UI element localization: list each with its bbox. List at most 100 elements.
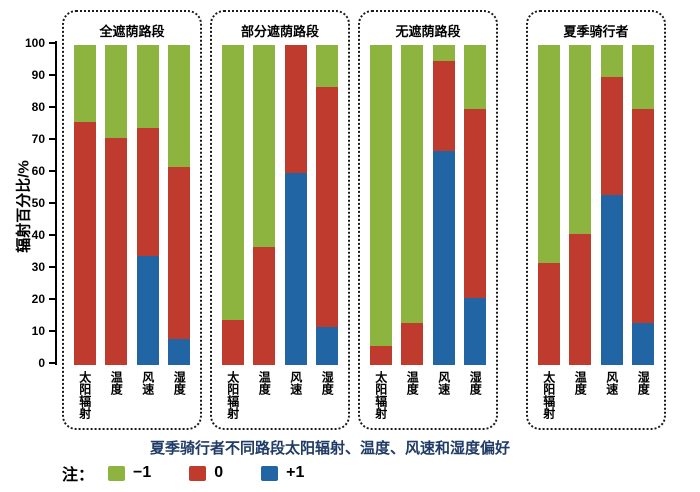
group-title: 全遮荫路段	[99, 24, 165, 39]
stacked-bar	[136, 45, 159, 365]
stacked-bar	[316, 45, 339, 365]
bar-segment-zero	[369, 345, 392, 365]
bar-category-label: 湿度	[464, 371, 486, 419]
bar-category-text: 湿度	[172, 371, 187, 395]
bar-category-label: 太阳辐射	[370, 371, 392, 419]
bar-category-text: 湿度	[636, 371, 651, 395]
bar-segment-zero	[136, 128, 159, 257]
y-tick-label: 30	[31, 260, 45, 274]
legend: 注： −1 0 +1	[62, 461, 342, 485]
stacked-bar	[105, 45, 128, 365]
stacked-bar	[253, 45, 276, 365]
bar-category-label: 风速	[433, 371, 455, 419]
y-tick-label: 70	[31, 132, 45, 146]
bar-category-text: 太阳辐射	[77, 371, 92, 419]
bar-segment-zero	[464, 109, 487, 298]
y-tick-label: 80	[31, 100, 45, 114]
bar-category-text: 风速	[436, 371, 451, 395]
legend-label: +1	[286, 464, 305, 481]
bar-segment-plus1	[284, 173, 307, 365]
y-tick-mark	[49, 202, 55, 204]
legend-swatch	[261, 465, 279, 481]
group-box: 夏季骑行者 太阳辐射 温度 风速 湿度	[526, 10, 666, 430]
bar-segment-minus1	[73, 45, 96, 122]
bar-segment-zero	[253, 246, 276, 365]
bar-category-text: 湿度	[468, 371, 483, 395]
bar-segment-minus1	[600, 45, 623, 78]
legend-prefix: 注：	[62, 467, 95, 484]
bar-category-label: 温度	[253, 371, 275, 419]
y-tick-label: 60	[31, 164, 45, 178]
bar-category-text: 风速	[140, 371, 155, 395]
bars-row	[217, 45, 343, 365]
bar-segment-zero	[632, 109, 655, 324]
bar-category-text: 太阳辐射	[373, 371, 388, 419]
stacked-bar	[537, 45, 560, 365]
bar-category-label: 风速	[285, 371, 307, 419]
stacked-bar	[432, 45, 455, 365]
stacked-bar	[168, 45, 191, 365]
bar-segment-minus1	[401, 45, 424, 324]
bar-category-text: 温度	[257, 371, 272, 395]
y-tick-label: 100	[24, 36, 45, 50]
legend-swatch	[108, 465, 126, 481]
bar-category-label: 温度	[105, 371, 127, 419]
bar-segment-zero	[600, 77, 623, 196]
bar-segment-minus1	[253, 45, 276, 247]
bar-segment-minus1	[432, 45, 455, 62]
bar-category-label: 湿度	[632, 371, 654, 419]
category-labels-row: 太阳辐射 温度 风速 湿度	[365, 371, 491, 419]
bar-segment-plus1	[632, 323, 655, 365]
bar-segment-minus1	[221, 45, 244, 321]
y-tick-label: 10	[31, 324, 45, 338]
y-tick-mark	[49, 330, 55, 332]
stacked-bar	[401, 45, 424, 365]
y-tick-mark	[49, 138, 55, 140]
bar-segment-minus1	[537, 45, 560, 263]
bar-category-label: 太阳辐射	[74, 371, 96, 419]
bar-category-label: 温度	[401, 371, 423, 419]
bar-segment-plus1	[464, 297, 487, 365]
stacked-bar	[600, 45, 623, 365]
bar-segment-zero	[569, 233, 592, 365]
stacked-bar	[632, 45, 655, 365]
stacked-bar	[369, 45, 392, 365]
y-axis-line	[55, 41, 57, 365]
y-axis: 0 10 20 30 40 50 60 70 80 90 100	[0, 36, 57, 370]
bars-row	[533, 45, 659, 365]
legend-entries: −1 0 +1	[108, 464, 342, 482]
y-tick-label: 90	[31, 68, 45, 82]
bar-category-label: 湿度	[316, 371, 338, 419]
y-tick-mark	[49, 298, 55, 300]
group-box: 部分遮荫路段 太阳辐射 温度 风速 湿度	[210, 10, 350, 430]
bar-segment-plus1	[600, 195, 623, 365]
y-tick-mark	[49, 170, 55, 172]
bar-segment-minus1	[464, 45, 487, 110]
bar-segment-plus1	[432, 150, 455, 365]
legend-entry: +1	[261, 464, 304, 482]
category-labels-row: 太阳辐射 温度 风速 湿度	[69, 371, 195, 419]
bar-category-label: 太阳辐射	[538, 371, 560, 419]
bar-segment-plus1	[168, 339, 191, 365]
bar-category-text: 风速	[288, 371, 303, 395]
y-tick-label: 20	[31, 292, 45, 306]
bar-segment-minus1	[168, 45, 191, 167]
stacked-bar	[569, 45, 592, 365]
stacked-bar	[221, 45, 244, 365]
group-box: 全遮荫路段太阳辐射 温度 风速 湿度	[62, 10, 202, 430]
bar-category-text: 温度	[109, 371, 124, 395]
bar-category-label: 湿度	[168, 371, 190, 419]
legend-label: 0	[214, 464, 224, 481]
group-box: 无遮荫路段 太阳辐射 温度 风速 湿度	[358, 10, 498, 430]
bar-segment-zero	[168, 166, 191, 340]
bar-segment-zero	[316, 86, 339, 327]
bar-segment-zero	[401, 323, 424, 365]
bar-segment-zero	[432, 61, 455, 151]
bar-segment-zero	[537, 262, 560, 365]
bar-segment-plus1	[136, 256, 159, 365]
stacked-bar	[284, 45, 307, 365]
bar-segment-minus1	[569, 45, 592, 234]
legend-entry: 0	[189, 464, 223, 482]
y-tick-mark	[49, 106, 55, 108]
group-title: 夏季骑行者	[563, 24, 629, 39]
